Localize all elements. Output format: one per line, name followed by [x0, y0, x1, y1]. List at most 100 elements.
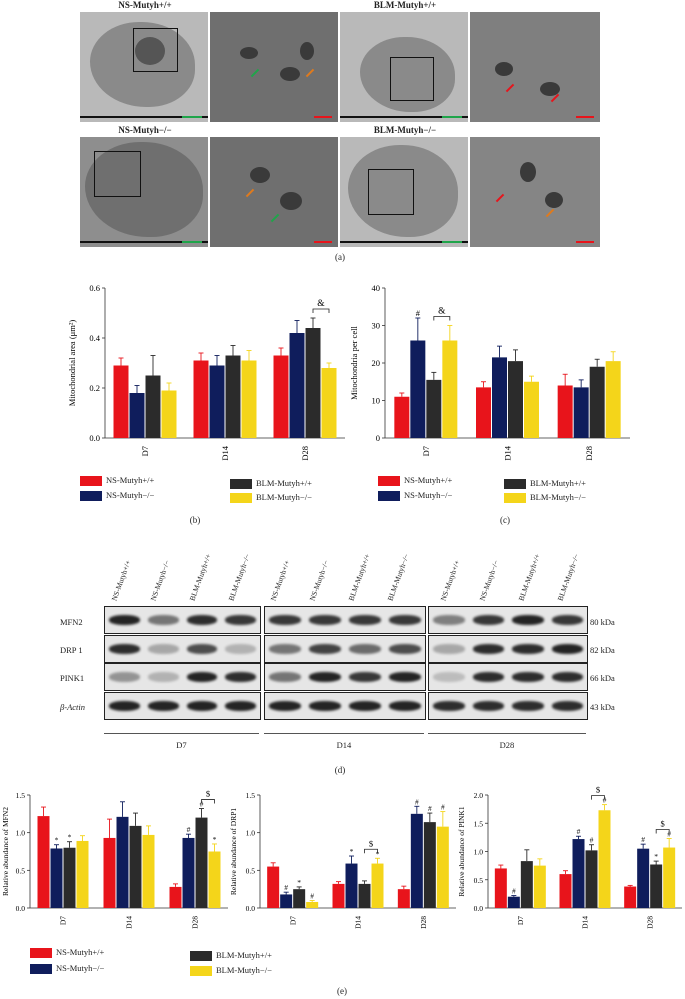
bar — [332, 883, 345, 908]
significance-bracket — [655, 829, 670, 834]
y-tick-label: 1.0 — [474, 848, 484, 857]
bar — [426, 379, 442, 438]
bar — [195, 817, 208, 908]
x-tick-label: D7 — [288, 916, 297, 925]
significance-mark: # — [200, 800, 204, 809]
bar — [410, 340, 426, 438]
blot-band — [389, 644, 421, 654]
blot-band — [147, 644, 179, 654]
blot-band — [551, 672, 583, 682]
bar — [520, 861, 533, 908]
bar — [76, 840, 89, 908]
bar — [559, 874, 572, 908]
blot-band — [433, 672, 465, 682]
row-label-beta-actin: β-Actin — [60, 702, 86, 712]
timepoint-label-d7: D7 — [176, 740, 187, 750]
bar — [436, 826, 449, 908]
blot-band — [269, 701, 301, 711]
y-tick-label: 0.0 — [89, 433, 100, 443]
lane-label-ns-wt: NS-Mutyh+/+ — [109, 558, 133, 602]
bar — [410, 813, 423, 908]
bar — [116, 816, 129, 908]
x-tick-label: D28 — [419, 916, 428, 929]
legend-label-blm-ko: BLM-Mutyh−/− — [216, 965, 272, 975]
blot-row-box — [104, 692, 261, 720]
y-tick-label: 0.0 — [16, 904, 26, 913]
blot-band — [269, 644, 301, 654]
legend-swatch-ns-ko — [80, 491, 102, 501]
significance-mark: # — [512, 887, 516, 896]
significance-mark: # — [603, 796, 607, 805]
bar — [289, 333, 305, 438]
blot-band — [349, 644, 381, 654]
bar — [476, 387, 491, 438]
blot-band — [512, 672, 544, 682]
y-tick-label: 1.5 — [16, 791, 26, 800]
significance-bracket — [201, 799, 215, 804]
em-image-blm-wt-zoom — [470, 12, 600, 122]
blot-band — [389, 672, 421, 682]
legend-b: NS-Mutyh+/+ NS-Mutyh−/− BLM-Mutyh+/+ BLM… — [80, 474, 340, 504]
bar — [113, 365, 129, 438]
em-image-blm-wt-overview — [340, 12, 468, 122]
row-label-drp1: DRP 1 — [60, 645, 83, 655]
blot-band — [309, 615, 341, 625]
lane-label-blm-ko: BLM-Mutyh−/− — [385, 552, 411, 602]
bar — [169, 886, 182, 908]
x-tick-label: D7 — [421, 446, 431, 456]
kda-drp1: 82 kDa — [590, 645, 615, 655]
em-label-blm-ko: BLM-Mutyh−/− — [373, 125, 437, 135]
y-tick-label: 1.5 — [474, 819, 484, 828]
bar — [145, 375, 161, 438]
legend-c: NS-Mutyh+/+ NS-Mutyh−/− BLM-Mutyh+/+ BLM… — [378, 474, 638, 504]
x-tick-label: D14 — [125, 916, 134, 929]
bar — [394, 396, 410, 438]
significance-mark: * — [376, 849, 380, 858]
bar — [209, 365, 225, 438]
lane-label-blm-wt: BLM-Mutyh+/+ — [516, 552, 542, 602]
legend-e: NS-Mutyh+/+ NS-Mutyh−/− BLM-Mutyh+/+ BLM… — [30, 946, 310, 978]
bar — [142, 834, 155, 908]
legend-swatch-blm-wt — [230, 479, 252, 489]
y-tick-label: 1.0 — [246, 829, 256, 838]
blot-band — [309, 644, 341, 654]
bar — [193, 360, 209, 438]
em-label-blm-wt: BLM-Mutyh+/+ — [373, 0, 437, 10]
blot-band — [109, 644, 140, 654]
blot-band — [109, 701, 140, 711]
x-tick-label: D14 — [354, 916, 363, 929]
panel-letter-d: (d) — [334, 765, 346, 775]
blot-row-box — [264, 692, 426, 720]
blot-row-box — [428, 663, 588, 691]
lane-label-ns-ko: NS-Mutyh−/− — [477, 558, 501, 602]
bar — [589, 366, 605, 438]
legend-swatch-blm-ko — [190, 966, 212, 976]
bar — [442, 340, 458, 438]
significance-mark: * — [350, 847, 354, 856]
significance-label: $ — [369, 838, 373, 848]
bar — [273, 355, 289, 438]
blot-band — [225, 644, 256, 654]
blot-row-box — [264, 606, 426, 634]
lane-label-ns-ko: NS-Mutyh−/− — [307, 558, 331, 602]
bar — [345, 863, 358, 908]
legend-label-blm-ko: BLM-Mutyh−/− — [530, 492, 586, 502]
significance-mark: # — [441, 803, 445, 812]
significance-label: & — [438, 307, 446, 317]
significance-mark: # — [310, 891, 314, 900]
significance-mark: * — [68, 833, 72, 842]
legend-swatch-blm-ko — [504, 493, 526, 503]
blot-row-box — [428, 606, 588, 634]
legend-swatch-ns-wt — [30, 948, 52, 958]
significance-mark: # — [577, 827, 581, 836]
bar — [129, 393, 145, 438]
em-label-ns-ko: NS-Mutyh−/− — [118, 125, 172, 135]
blot-band — [147, 615, 179, 625]
bar — [267, 866, 280, 908]
legend-swatch-ns-wt — [80, 476, 102, 486]
y-tick-label: 2.0 — [474, 791, 484, 800]
blot-band — [349, 701, 381, 711]
bar — [637, 848, 650, 908]
legend-swatch-ns-ko — [30, 964, 52, 974]
y-tick-label: 40 — [372, 283, 381, 293]
